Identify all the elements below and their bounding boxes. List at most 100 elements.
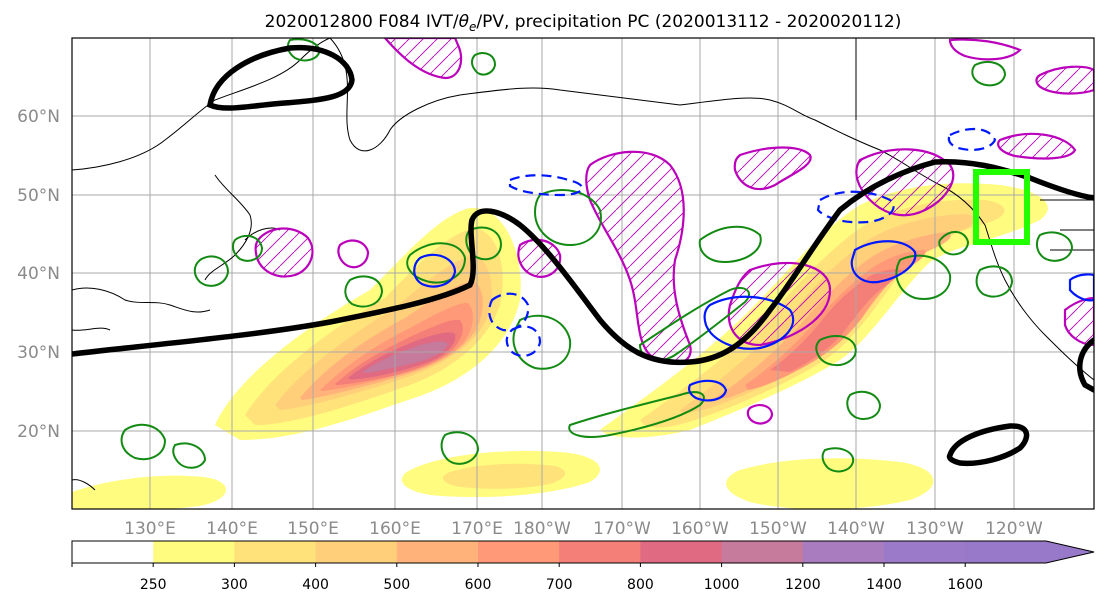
precip-neg-2 (488, 292, 530, 332)
map-frame (71, 37, 1095, 510)
figure-title: 2020012800 F084 IVT/θe/PV, precipitation… (265, 12, 902, 34)
ivt-level-250-south-2 (726, 458, 934, 509)
precip-pos-14 (231, 234, 264, 262)
precip-neg-7 (508, 174, 584, 197)
precip-pos-8 (815, 335, 857, 367)
colorbar-cells (72, 541, 1094, 563)
pv-ne-loop (733, 146, 812, 191)
colorbar-cell (396, 541, 479, 563)
colorbar-tick-label: 600 (465, 577, 492, 593)
precip-neg-10 (688, 379, 728, 402)
colorbar-tick-label: 700 (546, 577, 573, 593)
colorbar-cell (965, 541, 1094, 563)
lon-label: 160°W (671, 519, 729, 539)
pv-circle-nw (254, 227, 314, 278)
lon-label: 170°W (593, 519, 651, 539)
precip-pos-5 (568, 391, 705, 438)
lat-label: 40°N (17, 264, 60, 284)
colorbar-cell (234, 541, 317, 563)
colorbar: 250 300 400 500 600 700 800 1000 1200 1400 1600 (71, 540, 1095, 593)
pv-small-2 (517, 238, 562, 278)
precip-neg-5 (850, 240, 917, 284)
theta-e-edge (1077, 337, 1094, 393)
theta-e-main (72, 158, 1094, 366)
colorbar-cell (802, 541, 885, 563)
precip-neg-1 (413, 253, 457, 288)
precip-pos-2 (465, 226, 502, 261)
longitude-labels: 130°E 140°E 150°E 160°E 170°E 180°W 170°… (124, 519, 1043, 539)
colorbar-cell (559, 541, 641, 563)
colorbar-tick-label: 1400 (866, 577, 902, 593)
precip-pos-12 (172, 442, 207, 469)
precip-pos-13 (440, 431, 480, 465)
lon-label: 140°E (206, 519, 258, 539)
pv-east-2 (1063, 296, 1094, 347)
precip-pos-11 (120, 423, 167, 460)
colorbar-cell (640, 541, 723, 563)
colorbar-cell (153, 541, 235, 563)
precip-pos-22 (821, 447, 855, 473)
colorbar-tick-label: 300 (221, 577, 248, 593)
precip-pos-21 (1035, 231, 1074, 262)
ivt-level-300-south-1 (443, 463, 566, 489)
lon-label: 160°E (369, 519, 421, 539)
ivt-level-250-south-3 (72, 475, 226, 509)
precip-pos-10 (938, 231, 970, 256)
precip-pos-19 (971, 61, 1007, 87)
pv-arctic-2 (1035, 65, 1094, 95)
colorbar-frame (71, 540, 1095, 564)
lat-label: 20°N (17, 422, 60, 442)
precip-neg-9 (1068, 273, 1094, 302)
precip-pos-1 (406, 242, 467, 284)
precip-pos-23 (846, 390, 882, 420)
target-region-box (973, 169, 1030, 245)
theta-e-south-loop (946, 423, 1030, 467)
colorbar-tick-label: 400 (302, 577, 329, 593)
precip-pos-16 (344, 275, 384, 308)
lon-label: 130°E (124, 519, 176, 539)
colorbar-cell (72, 541, 154, 563)
lon-label: 130°W (906, 519, 964, 539)
colorbar-tick-label: 250 (140, 577, 167, 593)
ivt-level-1000 (362, 341, 448, 373)
ivt-level-700-east (770, 269, 902, 372)
precip-neg-8 (947, 127, 997, 151)
pv-arctic-1 (383, 38, 463, 80)
colorbar-cell (478, 541, 560, 563)
colorbar-cell (315, 541, 398, 563)
theta-e-contours (72, 44, 1094, 467)
latitude-labels: 60°N 50°N 40°N 30°N 20°N (17, 107, 60, 442)
precip-pos-7 (698, 225, 762, 264)
colorbar-tick-label: 500 (383, 577, 410, 593)
precip-pos-3 (533, 189, 602, 247)
precip-pos-18 (471, 52, 497, 76)
lon-label: 120°W (985, 519, 1043, 539)
precip-pos-4 (512, 314, 572, 370)
pv-small-4 (948, 38, 1022, 61)
colorbar-tick-label: 1200 (785, 577, 821, 593)
precip-positive-contours (120, 38, 1074, 473)
precip-pos-20 (975, 265, 1014, 298)
colorbar-tick-label: 1600 (947, 577, 983, 593)
pv-small-3 (746, 404, 774, 425)
lat-label: 30°N (17, 343, 60, 363)
theta-e-north-loop (206, 44, 355, 111)
pv-small-1 (337, 239, 370, 269)
colorbar-tick-label: 1000 (704, 577, 740, 593)
lat-label: 60°N (17, 107, 60, 127)
colorbar-ticks: 250 300 400 500 600 700 800 1000 1200 1400 1600 (71, 563, 983, 593)
colorbar-cell (721, 541, 804, 563)
map-panel (71, 37, 1095, 510)
colorbar-tick-label: 800 (627, 577, 654, 593)
precip-pos-15 (193, 255, 230, 287)
lon-label: 140°W (827, 519, 885, 539)
colorbar-cell (884, 541, 966, 563)
lon-label: 150°E (287, 519, 339, 539)
lon-label: 180°W (513, 519, 571, 539)
lon-label: 170°E (451, 519, 503, 539)
lon-label: 150°W (749, 519, 807, 539)
precip-neg-3 (505, 325, 542, 357)
pv-east-1 (997, 132, 1077, 160)
precip-negative-contours (413, 127, 1094, 402)
